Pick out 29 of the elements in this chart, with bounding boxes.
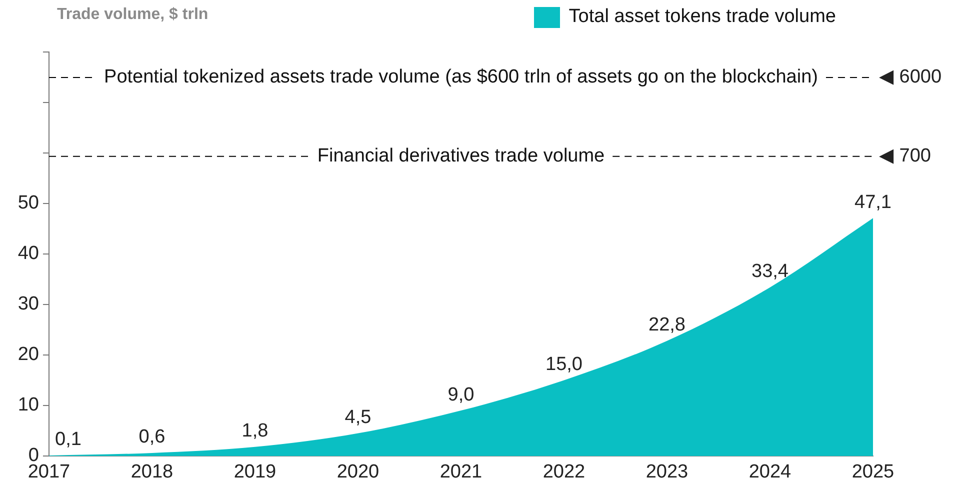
y-tick-label: 40 (18, 243, 39, 264)
x-tick-label: 2020 (336, 462, 380, 483)
data-label: 1,8 (242, 420, 268, 442)
y2-tick-label: ◀ 700 (879, 146, 931, 167)
data-label: 0,6 (138, 426, 166, 448)
ref-line-label: Potential tokenized assets trade volume (as $600 trln of assets go on the blockchain) (104, 66, 818, 88)
legend-label: Total asset tokens trade volume (568, 6, 836, 28)
x-tick-label: 2022 (542, 462, 586, 483)
x-tick-label: 2017 (28, 462, 70, 483)
data-label: 47,1 (854, 192, 892, 213)
ref-line-label: Financial derivatives trade volume (317, 146, 605, 167)
y-tick-label: 50 (18, 192, 39, 214)
y-tick-label: 10 (18, 394, 39, 416)
x-tick-label: 2023 (646, 462, 688, 483)
y-tick-label: 30 (18, 294, 39, 315)
x-tick-label: 2021 (440, 462, 482, 483)
x-tick-label: 2024 (748, 462, 792, 483)
data-label: 33,4 (752, 261, 789, 282)
data-label: 0,1 (54, 429, 82, 450)
data-label: 9,0 (448, 384, 474, 406)
data-label: 22,8 (648, 314, 686, 336)
x-tick-label: 2019 (234, 462, 276, 483)
y2-tick-label: ◀ 6000 (879, 66, 942, 88)
y-tick-label: 20 (18, 344, 39, 366)
data-label: 4,5 (344, 407, 372, 428)
x-tick-label: 2025 (852, 462, 894, 483)
x-tick-label: 2018 (130, 462, 174, 483)
chart-title: Trade volume, $ trln (57, 6, 208, 24)
data-label: 15,0 (546, 354, 582, 375)
